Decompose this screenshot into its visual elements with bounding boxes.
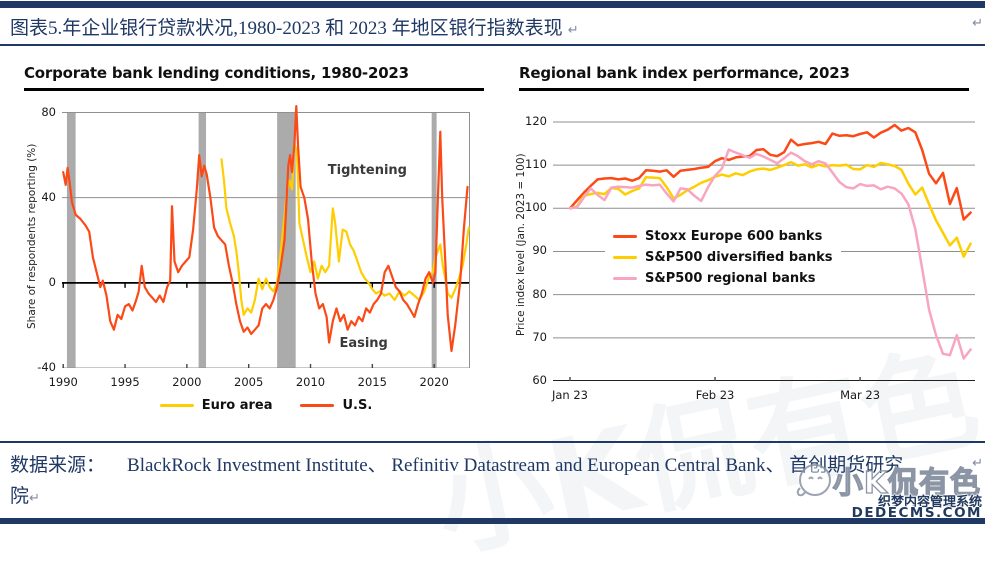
legend-label: Stoxx Europe 600 banks xyxy=(645,229,823,244)
y-tick-label: 100 xyxy=(525,200,547,215)
y-tick-label: 90 xyxy=(532,243,547,258)
legend-item: U.S. xyxy=(300,398,372,413)
x-tick-label: 2015 xyxy=(357,375,387,389)
legend-line-swatch xyxy=(300,403,335,408)
legend-item: Stoxx Europe 600 banks xyxy=(613,229,833,244)
source-note: 数据来源： BlackRock Investment Institute、 Ref… xyxy=(10,450,970,514)
x-tick-label: 1990 xyxy=(48,375,78,389)
legend-label: S&P500 diversified banks xyxy=(645,250,833,265)
chart-title-rule xyxy=(24,88,484,91)
legend-item: S&P500 diversified banks xyxy=(613,250,833,265)
legend-line-swatch xyxy=(613,234,637,239)
chart-legend: Stoxx Europe 600 banks S&P500 diversified… xyxy=(605,226,841,289)
source-line-1: 数据来源： BlackRock Investment Institute、 Ref… xyxy=(10,450,970,481)
legend-item: S&P500 regional banks xyxy=(613,271,833,286)
footer-top-rule xyxy=(0,441,985,443)
legend-line-swatch xyxy=(613,255,637,260)
y-tick-label: 80 xyxy=(532,286,547,301)
chart-title: Regional bank index performance, 2023 xyxy=(519,64,850,82)
source-text: BlackRock Investment Institute、 Refiniti… xyxy=(127,455,904,476)
y-tick-label: 60 xyxy=(532,373,547,387)
chart-title-rule xyxy=(519,88,969,91)
y-tick-label: 110 xyxy=(525,157,547,172)
header-underline-rule xyxy=(0,44,985,46)
figure-header: 图表5.年企业银行贷款状况,1980-2023 和 2023 年地区银行指数表现… xyxy=(10,13,955,40)
line-return-mark: ↵ xyxy=(972,456,983,471)
annotation: Easing xyxy=(339,335,388,351)
chart-title: Corporate bank lending conditions, 1980-… xyxy=(24,64,409,82)
y-tick-label: 120 xyxy=(525,113,547,128)
cell-return-mark: ↵ xyxy=(972,16,983,31)
chart-canvas xyxy=(62,104,470,369)
chart-legend: Euro area U.S. xyxy=(62,398,470,413)
legend-label: S&P500 regional banks xyxy=(645,271,816,286)
paragraph-return-mark: ↵ xyxy=(29,491,40,506)
source-text-wrap: 院 xyxy=(10,486,30,507)
x-tick-label: 2000 xyxy=(172,375,202,389)
x-tick-label: Feb 23 xyxy=(695,388,735,402)
chart-corporate-lending: Corporate bank lending conditions, 1980-… xyxy=(10,58,488,430)
x-tick-label: Jan 23 xyxy=(551,388,588,402)
source-label: 数据来源： xyxy=(10,455,106,476)
legend-item: Euro area xyxy=(159,398,273,413)
x-tick-label: 1995 xyxy=(110,375,140,389)
legend-line-swatch xyxy=(613,276,637,281)
x-tick-label: Mar 23 xyxy=(840,388,881,402)
y-tick-label: -40 xyxy=(37,360,56,374)
y-axis-label: Share of respondents reporting (%) xyxy=(26,143,38,329)
legend-label: Euro area xyxy=(201,398,273,413)
y-tick-label: 0 xyxy=(48,274,56,289)
bottom-border-rule xyxy=(0,518,985,524)
plot-area xyxy=(62,104,470,369)
chart-regional-bank-index: Regional bank index performance, 2023 Pr… xyxy=(505,58,980,430)
legend-label: U.S. xyxy=(342,398,373,413)
top-border-rule xyxy=(0,1,985,8)
y-tick-label: 40 xyxy=(41,189,56,204)
source-line-2: 院↵ xyxy=(10,481,970,514)
x-tick-label: 2020 xyxy=(419,375,449,389)
x-tick-label: 2005 xyxy=(234,375,264,389)
annotation: Tightening xyxy=(327,163,407,179)
figure-title: 图表5.年企业银行贷款状况,1980-2023 和 2023 年地区银行指数表现 xyxy=(10,18,563,39)
x-tick-label: 2010 xyxy=(295,375,326,389)
paragraph-return-mark: ↵ xyxy=(567,23,579,38)
legend-line-swatch xyxy=(159,403,194,408)
y-tick-label: 80 xyxy=(41,104,56,119)
y-tick-label: 70 xyxy=(532,329,547,344)
